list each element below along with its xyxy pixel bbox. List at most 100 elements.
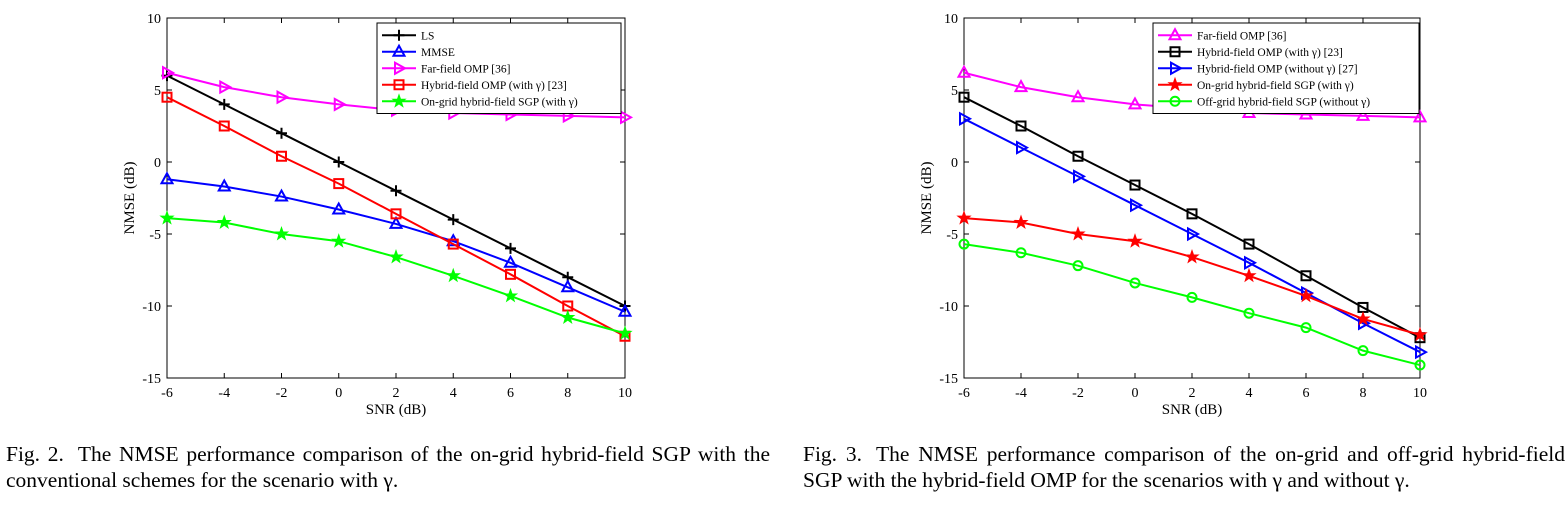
x-tick-label: -2 <box>1072 386 1084 401</box>
legend-marker <box>393 79 405 91</box>
y-tick-label: 10 <box>944 12 958 27</box>
legend-marker <box>1170 61 1184 76</box>
y-tick-label: -10 <box>142 300 161 315</box>
legend-marker <box>1167 76 1183 92</box>
y-tick-label: 0 <box>951 156 958 171</box>
series-line <box>166 96 626 338</box>
data-point <box>1244 255 1258 270</box>
data-point <box>560 279 575 293</box>
data-point <box>505 242 516 254</box>
legend-marker <box>391 43 407 57</box>
data-point <box>1073 169 1087 184</box>
caption-fig3: Fig. 3. The NMSE performance comparison o… <box>803 441 1565 493</box>
legend-label: Hybrid-field OMP (with γ) [23] <box>1197 47 1343 59</box>
data-point <box>447 238 459 250</box>
y-axis-label: NMSE (dB) <box>919 162 935 235</box>
data-point <box>1186 291 1198 303</box>
series-line <box>166 178 626 313</box>
legend-item: Far-field OMP [36] <box>382 61 510 76</box>
data-point <box>216 214 232 229</box>
x-tick-label: -2 <box>276 386 288 401</box>
legend-item: Hybrid-field OMP (with γ) [23] <box>382 79 567 92</box>
data-point <box>503 254 518 268</box>
x-tick-label: 0 <box>335 386 342 401</box>
data-point <box>956 210 972 225</box>
data-point <box>958 91 970 103</box>
data-point <box>388 249 404 264</box>
legend-marker <box>393 29 405 41</box>
data-point <box>1243 307 1255 319</box>
legend-item: Far-field OMP [36] <box>1158 27 1286 42</box>
data-point <box>159 210 175 225</box>
series-2 <box>959 111 1429 360</box>
data-point <box>333 178 345 190</box>
legend-marker <box>1167 27 1183 41</box>
legend-marker <box>1169 46 1181 58</box>
data-point <box>276 150 287 162</box>
data-point <box>276 127 287 139</box>
data-point <box>1072 260 1084 272</box>
data-point <box>1127 96 1143 110</box>
x-tick-label: 6 <box>1303 386 1310 401</box>
data-point <box>219 79 233 95</box>
data-point <box>1015 120 1027 132</box>
caption-text: The NMSE performance comparison of the o… <box>6 442 770 492</box>
caption-label: Fig. 2. <box>6 442 64 466</box>
legend: LS MMSE Far-field OMP [36] Hybrid-field OMP… <box>376 22 622 114</box>
data-point <box>218 98 230 110</box>
y-tick-label: -5 <box>946 228 958 243</box>
data-point <box>956 64 972 78</box>
data-point <box>1414 359 1426 371</box>
data-point <box>1241 267 1257 283</box>
series-4 <box>958 238 1426 371</box>
data-point <box>276 90 290 105</box>
data-point <box>959 111 973 126</box>
data-point <box>390 208 402 220</box>
data-point <box>1412 109 1428 123</box>
legend-label: On-grid hybrid-field SGP (with γ) <box>1197 80 1354 92</box>
y-tick-label: 0 <box>154 156 161 171</box>
data-point <box>274 188 289 202</box>
data-point <box>333 156 345 168</box>
y-tick-label: 10 <box>147 12 161 27</box>
legend-box <box>376 22 622 114</box>
data-point <box>1355 310 1371 326</box>
data-point <box>331 233 347 248</box>
x-axis-label: SNR (dB) <box>1162 402 1222 418</box>
data-point <box>1187 226 1201 242</box>
caption-label: Fig. 3. <box>803 442 862 466</box>
legend-item: Hybrid-field OMP (with γ) [23] <box>1158 46 1343 59</box>
legend-item: LS <box>382 29 434 42</box>
data-point <box>1130 198 1144 213</box>
data-point <box>620 110 634 125</box>
x-tick-label: -4 <box>218 386 230 401</box>
legend-label: Far-field OMP [36] <box>1197 30 1286 42</box>
x-tick-label: 2 <box>393 386 400 401</box>
legend-label: On-grid hybrid-field SGP (with γ) <box>421 96 578 108</box>
data-point <box>617 325 633 340</box>
y-tick-label: 5 <box>154 84 161 99</box>
x-tick-label: 6 <box>507 386 514 401</box>
data-point <box>333 97 347 112</box>
data-point <box>218 120 230 132</box>
data-point <box>1072 150 1084 162</box>
x-tick-label: 8 <box>564 386 571 401</box>
figure-2: -6 -4 -2 0 2 4 6 8 10 -15 -10 -5 0 5 10 SNR (dB) NMSE (d… <box>6 12 770 492</box>
data-point <box>505 268 516 280</box>
legend-item: Off-grid hybrid-field SGP (without γ) <box>1158 95 1370 108</box>
caption-text: The NMSE performance comparison of the o… <box>803 442 1565 492</box>
x-tick-label: -6 <box>958 386 970 401</box>
data-point <box>161 91 173 103</box>
x-tick-label: 10 <box>618 386 632 401</box>
data-point <box>162 65 176 80</box>
legend-item: On-grid hybrid-field SGP (with γ) <box>382 93 578 108</box>
data-point <box>1129 277 1141 289</box>
data-point <box>1298 287 1314 303</box>
data-point <box>217 178 232 192</box>
legend-item: MMSE <box>382 43 455 59</box>
series-0 <box>161 70 631 312</box>
data-point <box>617 303 633 317</box>
data-point <box>1300 322 1312 334</box>
y-axis-label: NMSE (dB) <box>122 162 138 235</box>
legend-label: Hybrid-field OMP (with γ) [23] <box>421 80 567 92</box>
